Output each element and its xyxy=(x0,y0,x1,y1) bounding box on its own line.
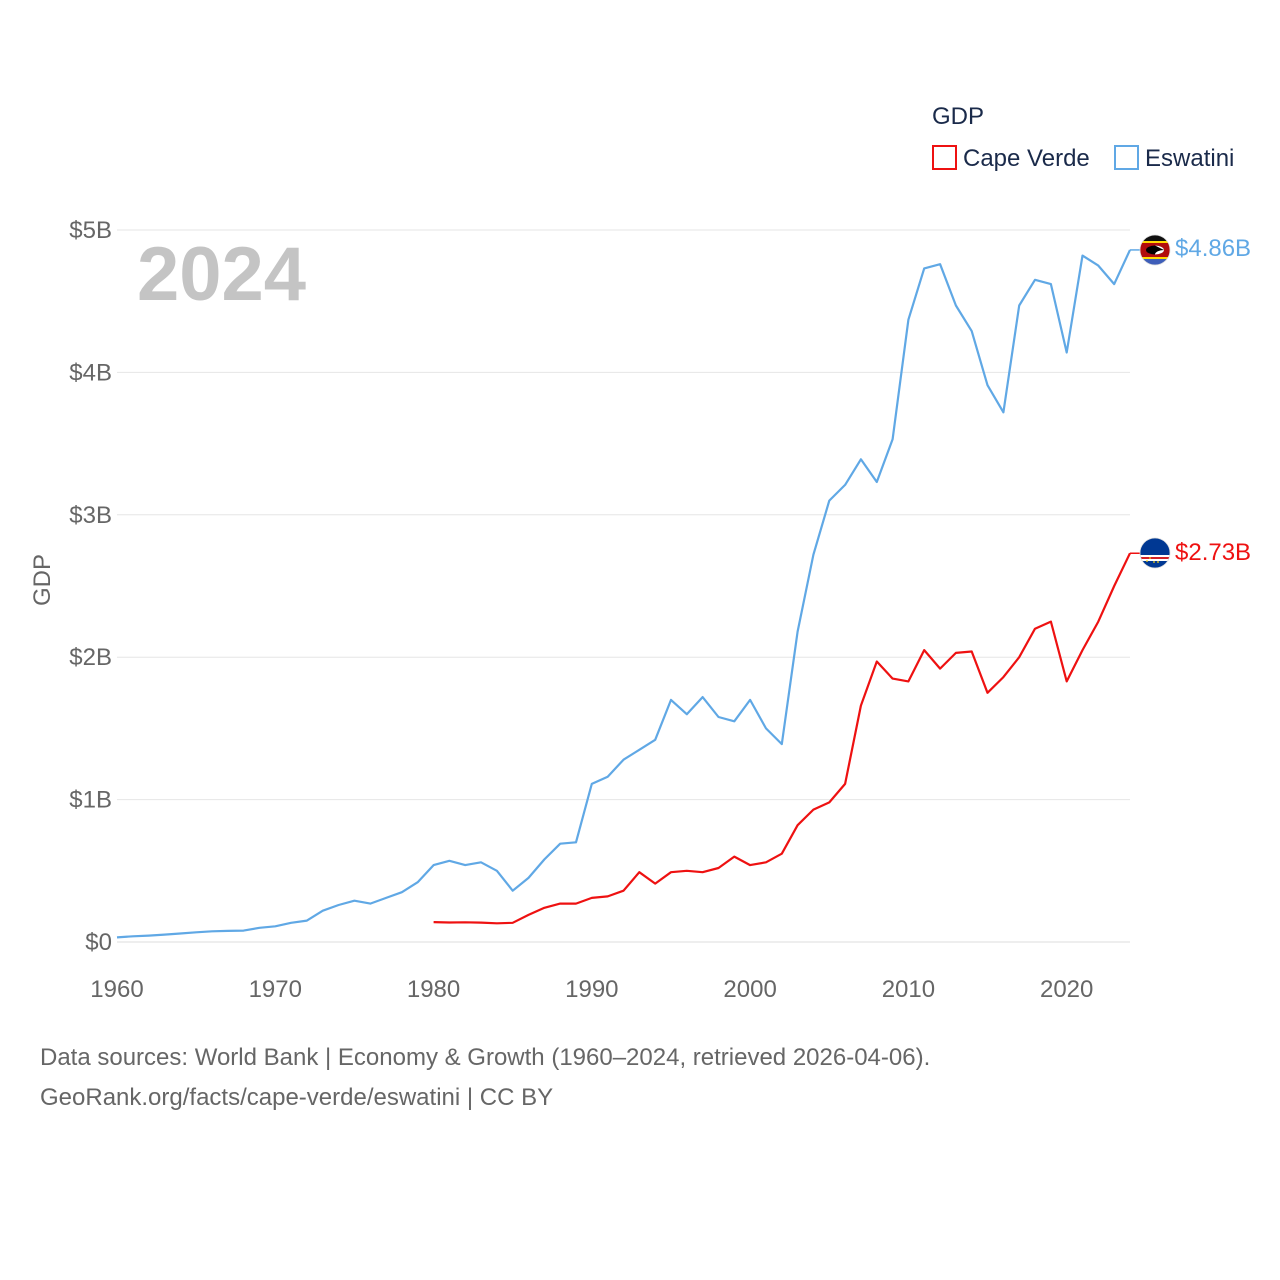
y-tick-label: $0 xyxy=(85,929,112,956)
x-tick-label: 2020 xyxy=(1040,976,1093,1003)
legend-title: GDP xyxy=(932,103,984,130)
series-line-eswatini xyxy=(116,249,1131,939)
x-tick-label: 2000 xyxy=(723,976,776,1003)
data-sources-note: Data sources: World Bank | Economy & Gro… xyxy=(40,1044,931,1071)
year-watermark: 2024 xyxy=(137,232,306,317)
eswatini-end-label: $4.86B xyxy=(1175,235,1251,262)
attribution-note: GeoRank.org/facts/cape-verde/eswatini | … xyxy=(40,1084,554,1111)
y-tick-label: $3B xyxy=(69,502,112,529)
y-tick-label: $4B xyxy=(69,359,112,386)
series-lines xyxy=(116,249,1140,939)
legend-swatch-cape-verde xyxy=(932,145,957,170)
y-axis-label: GDP xyxy=(29,554,56,606)
legend: GDP Cape Verde Eswatini xyxy=(932,103,1234,172)
x-tick-label: 1960 xyxy=(90,976,143,1003)
x-tick-label: 1980 xyxy=(407,976,460,1003)
series-line-cape-verde xyxy=(433,552,1131,925)
legend-label-eswatini: Eswatini xyxy=(1145,145,1234,172)
legend-label-cape-verde: Cape Verde xyxy=(963,145,1090,172)
y-tick-label: $1B xyxy=(69,787,112,814)
x-axis: 1960 1970 1980 1990 2000 2010 2020 xyxy=(90,976,1093,1003)
x-tick-label: 2010 xyxy=(882,976,935,1003)
cape-verde-flag-icon xyxy=(1140,538,1170,568)
eswatini-flag-icon xyxy=(1140,235,1170,265)
y-tick-label: $2B xyxy=(69,644,112,671)
y-axis: $0 $1B $2B $3B $4B $5B xyxy=(69,217,112,956)
x-tick-label: 1990 xyxy=(565,976,618,1003)
gdp-line-chart: $0 $1B $2B $3B $4B $5B 1960 1970 1980 1990 2000 20… xyxy=(29,103,1251,1003)
x-tick-label: 1970 xyxy=(249,976,302,1003)
y-tick-label: $5B xyxy=(69,217,112,244)
grid-lines xyxy=(117,229,1130,943)
cape-verde-end-label: $2.73B xyxy=(1175,539,1251,566)
legend-swatch-eswatini xyxy=(1114,145,1139,170)
